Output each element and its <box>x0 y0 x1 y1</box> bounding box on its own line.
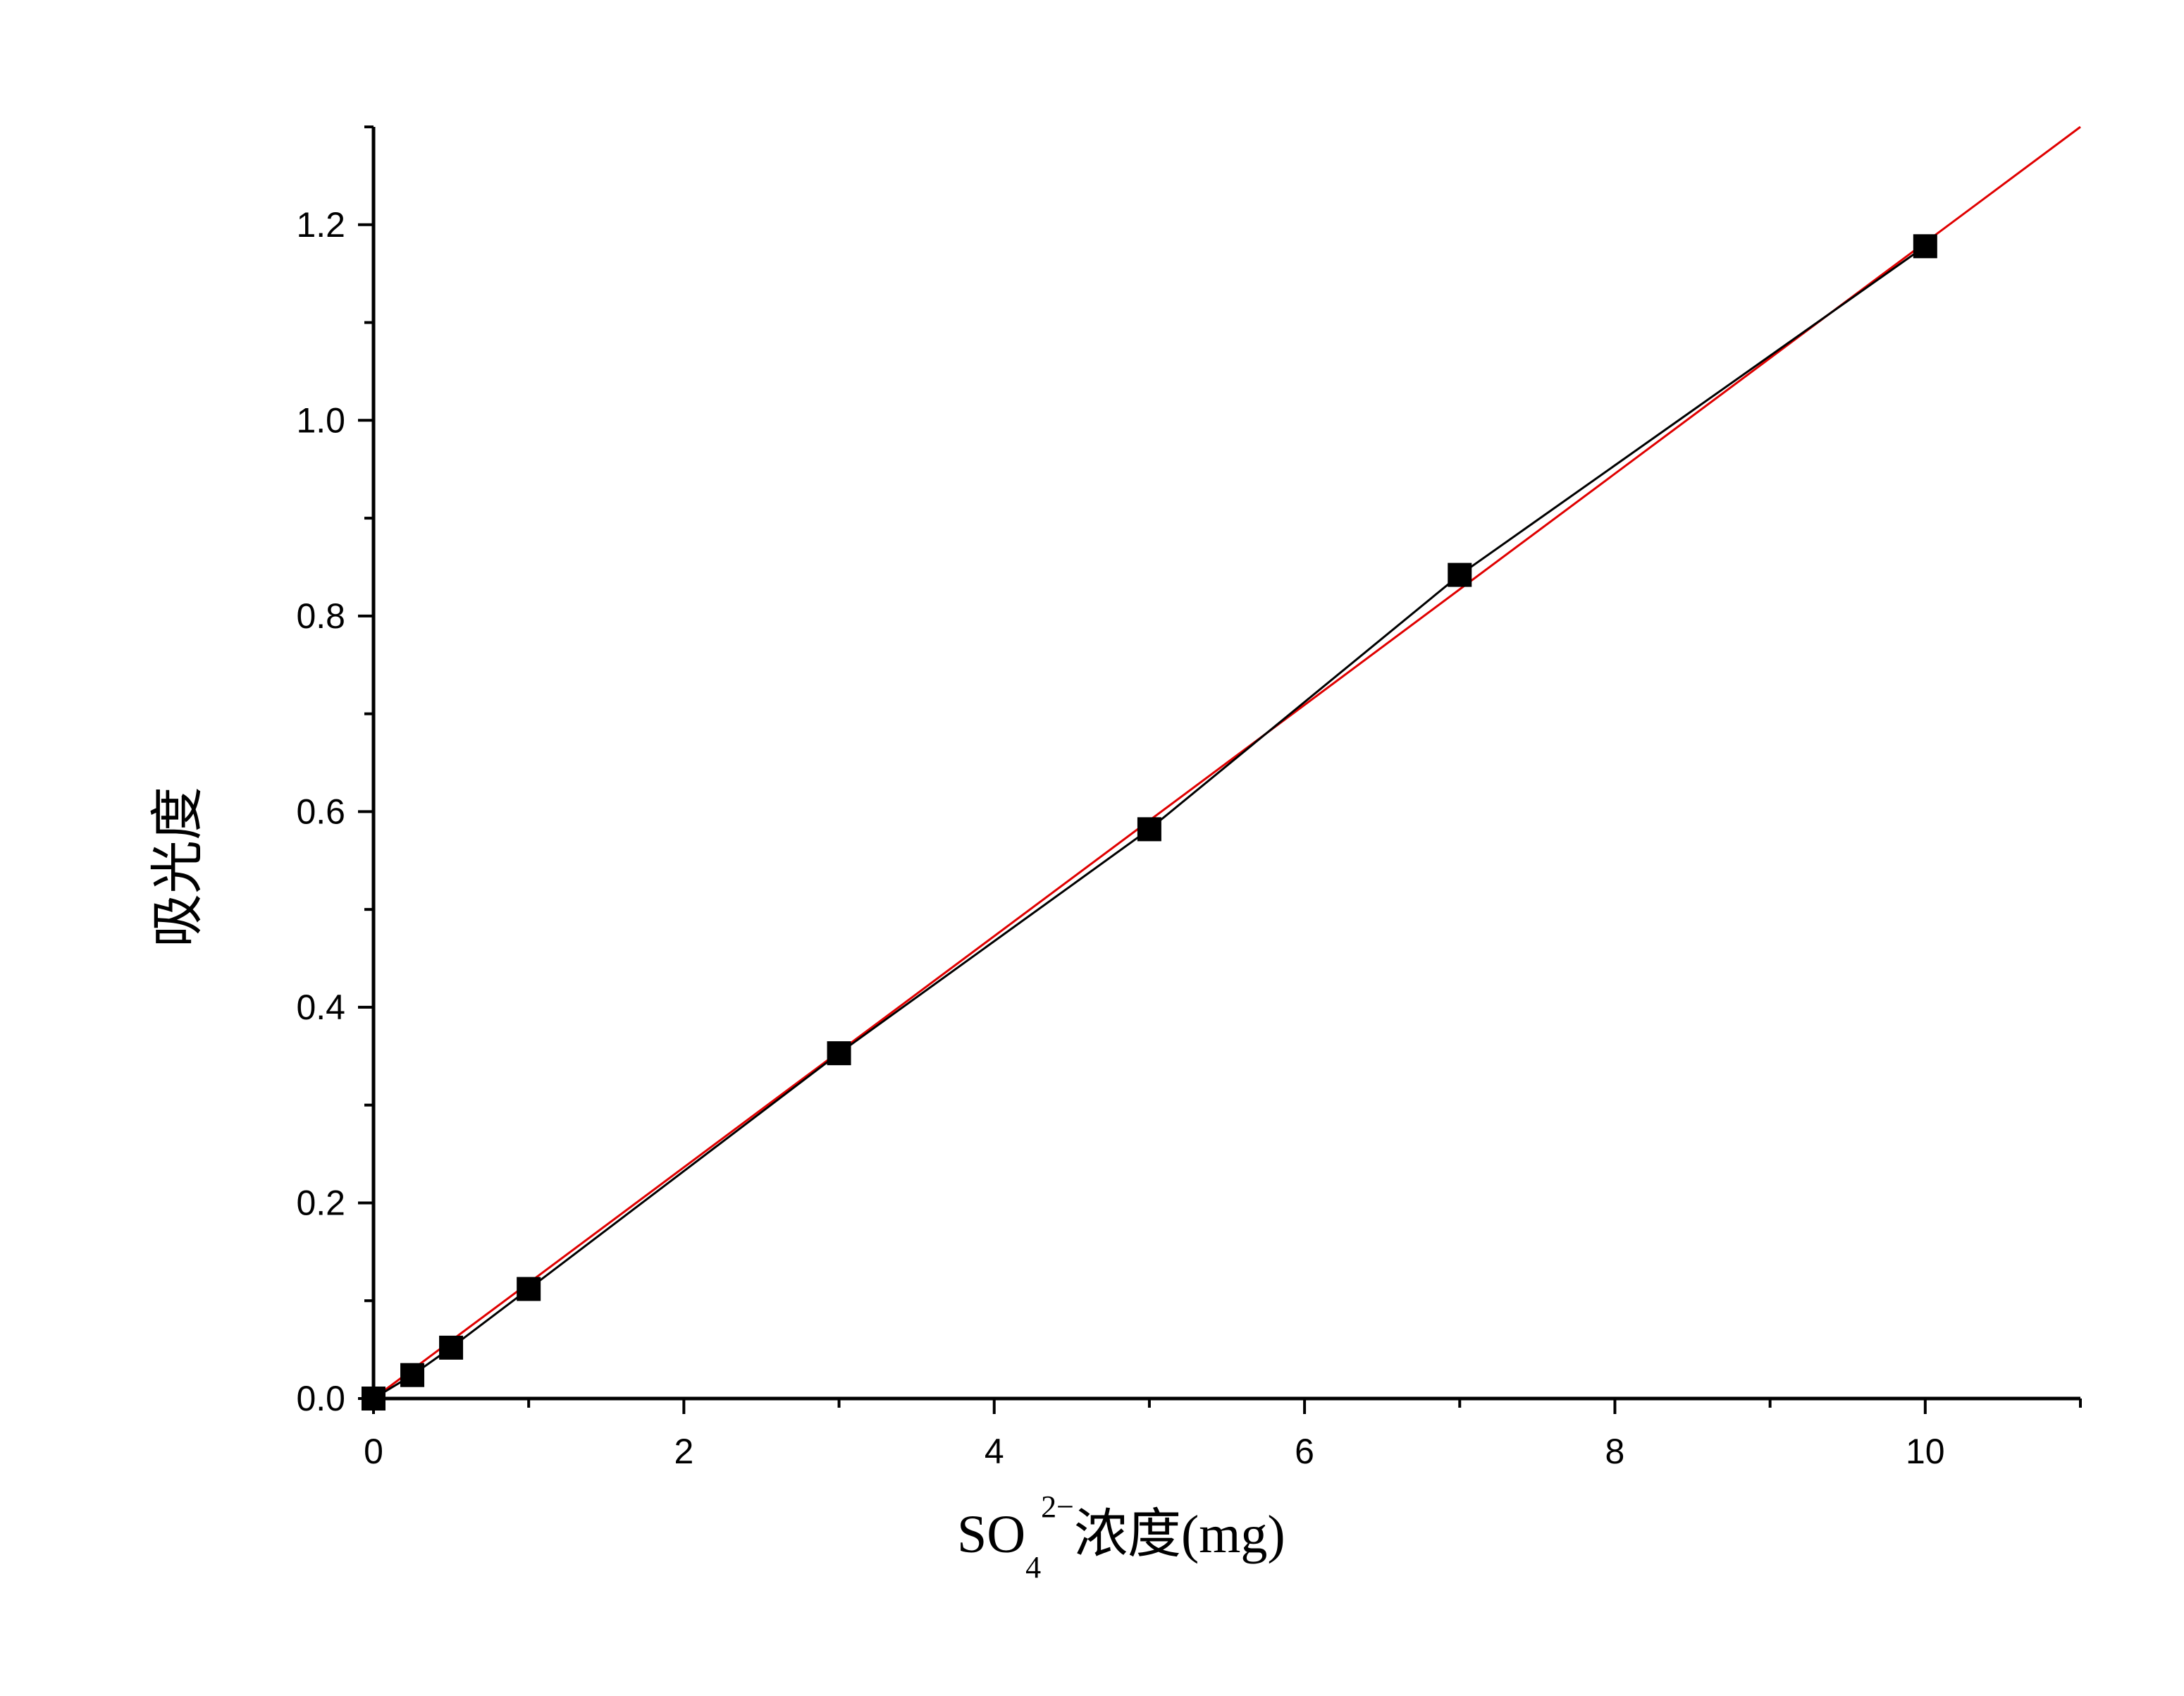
data-point <box>827 1041 851 1066</box>
x-tick-label: 10 <box>1906 1432 1945 1471</box>
y-tick-label: 0.6 <box>296 792 345 831</box>
data-point <box>1448 563 1472 587</box>
y-tick-label: 0.8 <box>296 596 345 636</box>
y-tick-label: 0.2 <box>296 1183 345 1222</box>
x-axis-title-base: SO <box>957 1505 1025 1564</box>
y-tick-label: 0.0 <box>296 1379 345 1418</box>
y-axis-ticks: 0.0 0.2 0.4 0.6 0.8 1.0 1.2 <box>296 125 374 1418</box>
x-tick-label: 0 <box>364 1432 383 1471</box>
x-tick-label: 2 <box>674 1432 693 1471</box>
x-tick-label: 6 <box>1295 1432 1314 1471</box>
axes <box>371 127 2080 1401</box>
x-axis-title-subscript: 4 <box>1025 1550 1041 1585</box>
x-axis-title-rest: 浓度(mg) <box>1074 1505 1285 1564</box>
data-point <box>400 1363 425 1387</box>
data-point <box>1913 234 1937 259</box>
x-axis-title-superscript: 2− <box>1041 1489 1074 1524</box>
data-point <box>517 1277 541 1301</box>
data-point <box>439 1335 464 1360</box>
x-axis-ticks: 0 2 4 6 8 10 <box>364 1399 2082 1471</box>
y-tick-label: 0.4 <box>296 988 345 1027</box>
fit-line <box>373 125 2081 1400</box>
y-axis-title: 吸光度 <box>149 787 208 947</box>
data-point <box>1137 817 1161 842</box>
y-tick-label: 1.2 <box>296 205 345 245</box>
x-tick-label: 8 <box>1605 1432 1625 1471</box>
y-tick-label: 1.0 <box>296 400 345 440</box>
x-axis-title: SO42−浓度(mg) <box>957 1489 1285 1585</box>
data-point <box>362 1387 385 1411</box>
x-tick-label: 4 <box>985 1432 1004 1471</box>
fit-line-segment <box>373 125 2081 1400</box>
data-series <box>362 234 1937 1411</box>
